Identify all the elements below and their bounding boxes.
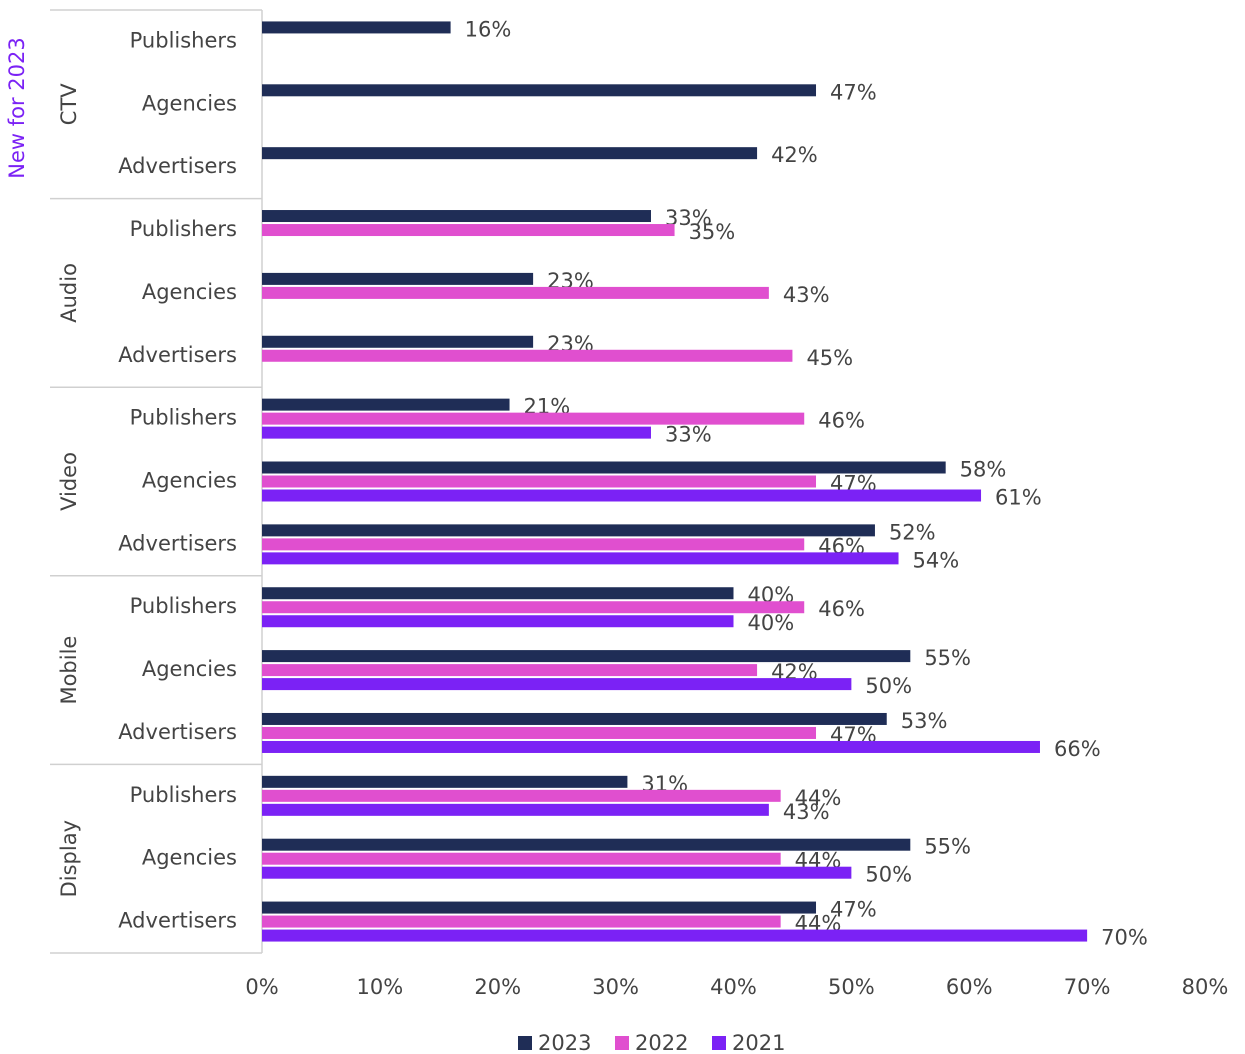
- bar: [262, 147, 758, 160]
- legend-swatch: [518, 1036, 532, 1050]
- bar: [262, 852, 781, 865]
- annotation: New for 2023: [5, 37, 29, 178]
- legend-swatch: [712, 1036, 726, 1050]
- data-label: 61%: [995, 486, 1042, 510]
- y-tick-label: Advertisers: [118, 531, 237, 555]
- bar: [262, 803, 769, 816]
- x-tick-label: 10%: [357, 975, 404, 999]
- bar: [262, 210, 651, 223]
- data-label: 50%: [865, 863, 912, 887]
- y-tick-label: Agencies: [142, 91, 237, 115]
- data-label: 55%: [924, 835, 971, 859]
- x-tick-label: 40%: [710, 975, 757, 999]
- x-tick-label: 60%: [946, 975, 993, 999]
- legend-label: 2021: [732, 1031, 785, 1054]
- bar: [262, 552, 899, 565]
- data-label: 43%: [783, 283, 830, 307]
- group-label: Mobile: [57, 636, 81, 705]
- bar: [262, 775, 628, 788]
- bar: [262, 286, 769, 299]
- bar: [262, 412, 805, 425]
- bar: [262, 726, 817, 739]
- y-tick-label: Publishers: [130, 594, 237, 618]
- data-label: 50%: [865, 674, 912, 698]
- bar: [262, 398, 510, 411]
- bar: [262, 489, 982, 502]
- group-label: Audio: [57, 263, 81, 323]
- data-label: 47%: [830, 898, 877, 922]
- bar: [262, 272, 534, 285]
- data-label: 45%: [806, 346, 853, 370]
- bar: [262, 426, 651, 439]
- x-tick-label: 30%: [592, 975, 639, 999]
- y-tick-label: Agencies: [142, 469, 237, 493]
- bar: [262, 789, 781, 802]
- legend-swatch: [615, 1036, 629, 1050]
- data-label: 52%: [889, 520, 936, 544]
- data-label: 16%: [465, 17, 512, 41]
- data-label: 42%: [771, 143, 818, 167]
- y-tick-label: Publishers: [130, 217, 237, 241]
- y-tick-label: Publishers: [130, 28, 237, 52]
- bar: [262, 740, 1040, 753]
- data-label: 53%: [901, 709, 948, 733]
- legend-label: 2023: [538, 1031, 591, 1054]
- data-label: 55%: [924, 646, 971, 670]
- y-tick-label: Advertisers: [118, 154, 237, 178]
- data-label: 35%: [689, 220, 736, 244]
- data-label: 40%: [748, 611, 795, 635]
- x-tick-label: 50%: [828, 975, 875, 999]
- y-tick-label: Agencies: [142, 846, 237, 870]
- y-tick-label: Publishers: [130, 406, 237, 430]
- x-tick-label: 20%: [474, 975, 521, 999]
- data-label: 58%: [960, 458, 1007, 482]
- bar: [262, 224, 675, 237]
- data-label: 43%: [783, 800, 830, 824]
- x-tick-label: 70%: [1064, 975, 1111, 999]
- bar: [262, 712, 887, 725]
- y-tick-label: Advertisers: [118, 909, 237, 933]
- data-label: 47%: [830, 80, 877, 104]
- y-tick-label: Agencies: [142, 280, 237, 304]
- bar: [262, 929, 1088, 942]
- data-label: 46%: [818, 409, 865, 433]
- group-label: Display: [57, 820, 81, 897]
- data-label: 66%: [1054, 737, 1101, 761]
- y-tick-label: Advertisers: [118, 720, 237, 744]
- bar: [262, 615, 734, 628]
- bar: [262, 601, 805, 614]
- group-label: Video: [57, 452, 81, 511]
- bar: [262, 524, 875, 537]
- bar: [262, 475, 817, 488]
- legend-label: 2022: [635, 1031, 688, 1054]
- bar: [262, 838, 911, 851]
- bar: [262, 21, 451, 34]
- bar: [262, 915, 781, 928]
- bar: [262, 650, 911, 663]
- bar: [262, 866, 852, 879]
- bar: [262, 664, 758, 677]
- x-tick-label: 0%: [245, 975, 278, 999]
- group-label: CTV: [57, 83, 81, 125]
- bar: [262, 587, 734, 600]
- bar: [262, 84, 817, 97]
- bar: [262, 335, 534, 348]
- bar: [262, 678, 852, 691]
- data-label: 44%: [795, 786, 842, 810]
- x-tick-label: 80%: [1182, 975, 1229, 999]
- bar: [262, 538, 805, 551]
- data-label: 33%: [665, 423, 712, 447]
- data-label: 70%: [1101, 926, 1148, 950]
- y-tick-label: Agencies: [142, 657, 237, 681]
- bar: [262, 461, 946, 474]
- bar: [262, 901, 817, 914]
- y-tick-label: Advertisers: [118, 343, 237, 367]
- bar: [262, 349, 793, 362]
- data-label: 46%: [818, 597, 865, 621]
- y-tick-label: Publishers: [130, 783, 237, 807]
- data-label: 54%: [913, 548, 960, 572]
